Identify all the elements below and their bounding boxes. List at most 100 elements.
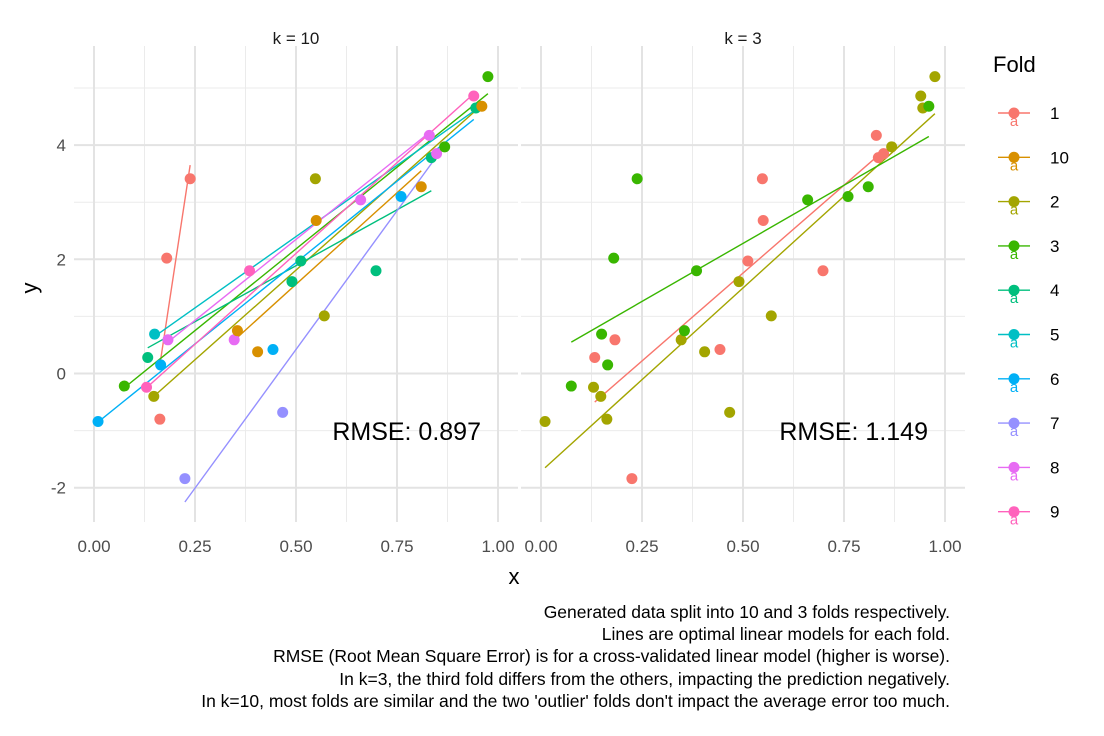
- data-point-fold-8: [423, 129, 435, 141]
- legend-label: 5: [1050, 326, 1059, 345]
- legend-point: [1008, 240, 1020, 252]
- data-point-fold-3: [862, 181, 874, 193]
- legend-text-glyph: a: [1010, 467, 1019, 484]
- fit-line-fold-2: [544, 113, 936, 469]
- data-point-fold-6: [395, 190, 407, 202]
- data-point-fold-2: [886, 141, 898, 153]
- legend-label: 7: [1050, 414, 1059, 433]
- data-point-fold-1: [589, 352, 601, 364]
- legend-label: 4: [1050, 281, 1059, 300]
- caption-line: RMSE (Root Mean Square Error) is for a c…: [273, 646, 950, 667]
- fit-line-fold-3: [570, 135, 930, 343]
- legend-text-glyph: a: [1010, 335, 1019, 352]
- x-axis-title: x: [509, 564, 520, 589]
- data-point-fold-3: [631, 173, 643, 185]
- panel-2: k = 3 0.00 0.25 0.50 0.75 1.00 RMSE: 1.149: [521, 29, 965, 556]
- data-point-fold-1: [161, 252, 173, 264]
- caption: Generated data split into 10 and 3 folds…: [201, 601, 950, 712]
- panel-title: k = 10: [273, 29, 320, 48]
- data-point-fold-5: [149, 328, 161, 340]
- data-point-fold-3: [923, 100, 935, 112]
- legend-label: 2: [1050, 193, 1059, 212]
- data-point-fold-2: [601, 413, 613, 425]
- legend-point: [1008, 373, 1020, 385]
- data-point-fold-2: [595, 390, 607, 402]
- data-point-fold-10: [310, 214, 322, 226]
- data-point-fold-3: [596, 328, 608, 340]
- fit-line-fold-8: [167, 131, 430, 343]
- x-tick-label: 0.00: [77, 537, 110, 556]
- data-point-fold-8: [355, 194, 367, 206]
- legend-text-glyph: a: [1010, 202, 1019, 219]
- fit-line-fold-6: [97, 118, 475, 423]
- data-point-fold-1: [609, 334, 621, 346]
- plot-panels: k = 10 0.00 0.25 0.50 0.75 1.00 -2 0 2 4 RMSE: 0.8…: [51, 29, 965, 556]
- data-point-fold-2: [675, 334, 687, 346]
- data-point-fold-2: [699, 346, 711, 358]
- data-point-fold-3: [565, 380, 577, 392]
- data-point-fold-1: [714, 344, 726, 356]
- data-point-fold-7: [277, 406, 289, 418]
- data-point-fold-3: [608, 252, 620, 264]
- data-point-fold-2: [929, 71, 941, 83]
- data-point-fold-2: [724, 406, 736, 418]
- y-tick-label: 2: [57, 250, 66, 269]
- x-tick-label: 0.75: [380, 537, 413, 556]
- data-point-fold-4: [370, 265, 382, 277]
- legend-label: 1: [1050, 104, 1059, 123]
- data-point-fold-3: [678, 325, 690, 337]
- data-point-fold-6: [267, 344, 279, 356]
- fit-line-fold-4: [147, 190, 432, 349]
- legend-label: 10: [1050, 148, 1069, 167]
- legend-title: Fold: [993, 52, 1036, 77]
- data-point-fold-10: [415, 181, 427, 193]
- data-point-fold-2: [915, 90, 927, 102]
- data-point-fold-4: [295, 255, 307, 267]
- fit-line-fold-9: [146, 93, 475, 389]
- fit-line-fold-2: [153, 104, 483, 397]
- data-point-fold-9: [468, 90, 480, 102]
- x-tick-label: 0.50: [279, 537, 312, 556]
- data-point-fold-1: [870, 129, 882, 141]
- legend: Fold a 1a 10a 2a 3a 4a 5a 6a 7a 8a 9: [993, 52, 1069, 529]
- rmse-label: RMSE: 0.897: [332, 418, 481, 446]
- data-point-fold-1: [154, 413, 166, 425]
- data-point-fold-1: [626, 473, 638, 485]
- x-tick-label: 1.00: [481, 537, 514, 556]
- fit-line-fold-3: [123, 93, 489, 389]
- data-point-fold-1: [817, 265, 829, 277]
- legend-text-glyph: a: [1010, 290, 1019, 307]
- rmse-label: RMSE: 1.149: [779, 418, 928, 446]
- legend-point: [1008, 196, 1020, 208]
- legend-text-glyph: a: [1010, 157, 1019, 174]
- data-point-fold-3: [482, 71, 494, 83]
- data-point-fold-4: [142, 352, 154, 364]
- data-point-fold-2: [765, 310, 777, 322]
- x-tick-label: 1.00: [928, 537, 961, 556]
- data-point-fold-1: [757, 214, 769, 226]
- legend-point: [1008, 506, 1020, 518]
- data-point-fold-9: [141, 381, 153, 393]
- fit-line-fold-10: [234, 170, 422, 340]
- legend-label: 8: [1050, 458, 1059, 477]
- data-point-fold-4: [286, 276, 298, 288]
- data-point-fold-6: [155, 359, 167, 371]
- legend-text-glyph: a: [1010, 379, 1019, 396]
- data-point-fold-10: [231, 325, 243, 337]
- legend-point: [1008, 417, 1020, 429]
- data-point-fold-3: [439, 141, 451, 153]
- y-tick-label: -2: [51, 479, 66, 498]
- data-point-fold-8: [162, 334, 174, 346]
- data-point-fold-1: [756, 173, 768, 185]
- x-tick-label: 0.50: [726, 537, 759, 556]
- legend-point: [1008, 151, 1020, 163]
- data-point-fold-2: [733, 276, 745, 288]
- y-axis-title: y: [17, 283, 42, 294]
